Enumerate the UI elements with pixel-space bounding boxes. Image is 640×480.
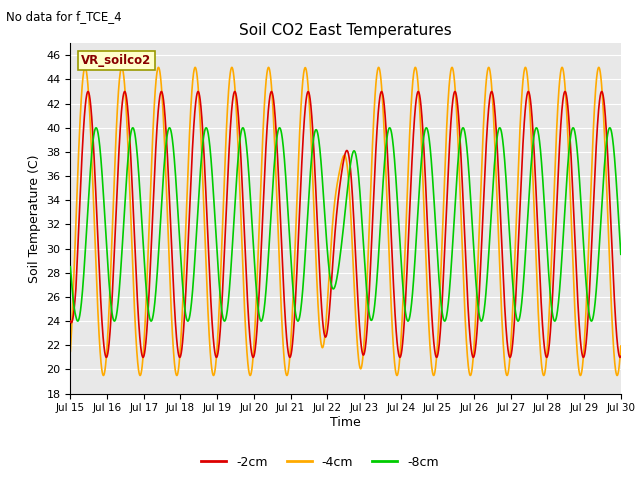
-2cm [617,353,625,359]
Title: Soil CO2 East Temperatures: Soil CO2 East Temperatures [239,23,452,38]
Text: VR_soilco2: VR_soilco2 [81,54,152,67]
-8cm [74,318,81,324]
-4cm [162,176,170,182]
-4cm [129,280,137,286]
-2cm [67,318,74,324]
-8cm [129,125,137,131]
-2cm [547,322,555,327]
-2cm [278,244,285,250]
-2cm [616,354,624,360]
-4cm [613,372,621,378]
-8cm [67,264,74,270]
X-axis label: Time: Time [330,416,361,429]
-2cm [301,102,309,108]
-8cm [617,252,625,257]
-4cm [606,275,614,281]
-8cm [607,125,614,131]
-4cm [67,348,74,354]
-8cm [278,131,285,137]
-8cm [547,298,555,303]
-8cm [162,141,170,147]
Line: -8cm: -8cm [70,128,621,321]
-2cm [606,205,614,211]
-2cm [84,89,92,95]
Legend: -2cm, -4cm, -8cm: -2cm, -4cm, -8cm [196,451,444,474]
-4cm [278,314,285,320]
-4cm [301,65,309,71]
Text: No data for f_TCE_4: No data for f_TCE_4 [6,10,122,23]
Line: -2cm: -2cm [70,92,621,357]
-8cm [606,125,614,131]
-8cm [301,247,309,253]
Line: -4cm: -4cm [70,67,621,375]
-4cm [81,64,89,70]
-2cm [162,128,170,134]
-4cm [547,271,555,277]
-4cm [617,343,625,349]
Y-axis label: Soil Temperature (C): Soil Temperature (C) [28,154,41,283]
-2cm [129,210,137,216]
